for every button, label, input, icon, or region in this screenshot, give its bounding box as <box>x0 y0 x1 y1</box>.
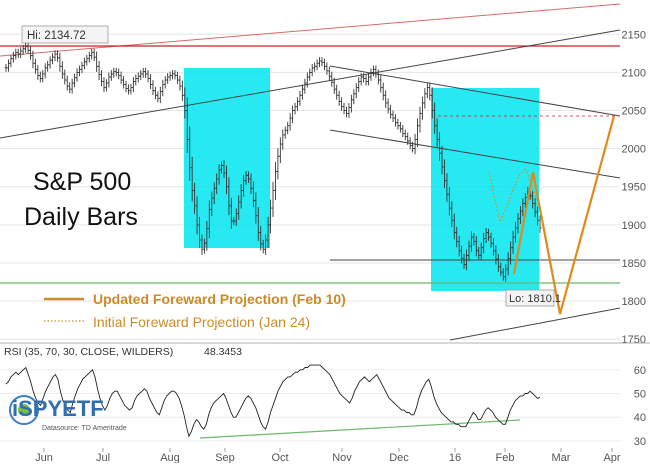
rsi-support-line <box>199 419 521 439</box>
x-tick-label: Jul <box>96 452 110 463</box>
price-bars <box>4 42 542 282</box>
legend-initial-label: Initial Foreward Projection (Jan 24) <box>93 314 310 330</box>
legend-updated-label: Updated Foreward Projection (Feb 10) <box>93 291 346 307</box>
hi-label: Hi: 2134.72 <box>27 30 86 42</box>
price-gridlines <box>0 33 620 340</box>
price-tick-label: 2000 <box>622 144 646 156</box>
chart-title: S&P 500 <box>33 168 131 196</box>
price-tick-label: 1900 <box>622 220 646 232</box>
logo-tagline: Datasource: TD Ameritrade <box>42 425 127 432</box>
channel-upper-red <box>0 3 621 57</box>
x-tick-label: Dec <box>389 452 409 463</box>
price-tick-label: 2050 <box>622 106 646 118</box>
logo-text: iSPYETF <box>12 396 104 421</box>
price-tick-label: 1950 <box>622 182 646 194</box>
price-tick-label: 1800 <box>622 296 646 308</box>
initial-projection-path <box>488 166 538 224</box>
rsi-y-axis: 60 50 40 30 <box>634 365 646 448</box>
x-tick-label: Mar <box>552 452 571 463</box>
x-tick-label: 16 <box>449 452 461 463</box>
logo-ring-icon <box>9 395 39 425</box>
rsi-tick-label: 60 <box>634 365 646 377</box>
x-tick-label: Nov <box>332 452 352 463</box>
chart-subtitle: Daily Bars <box>24 203 138 231</box>
price-tick-label: 1850 <box>622 258 646 270</box>
price-tick-label: 1750 <box>622 334 646 346</box>
x-axis: Jun Jul Aug Sep Oct Nov Dec 16 Feb Mar Apr <box>35 448 621 464</box>
rsi-line <box>5 364 541 438</box>
x-tick-label: Oct <box>271 452 288 463</box>
rsi-value-label: 48.3453 <box>204 346 242 358</box>
rsi-gridlines <box>0 369 620 442</box>
rsi-tick-label: 40 <box>634 412 646 424</box>
falling-trendline-lower <box>329 129 621 179</box>
updated-projection-path <box>512 115 616 315</box>
hi-label-box <box>21 25 109 44</box>
lo-label-box <box>505 289 555 307</box>
x-tick-label: Aug <box>160 452 180 463</box>
price-y-axis: 1750 1800 1850 1900 1950 2000 2050 2100 2150 <box>622 29 646 346</box>
rsi-label: RSI (35, 70, 30, CLOSE, WILDERS) <box>4 346 173 358</box>
price-tick-label: 2100 <box>622 67 646 79</box>
x-tick-label: Feb <box>496 452 515 463</box>
x-tick-label: Apr <box>603 452 620 463</box>
rsi-tick-label: 50 <box>634 389 646 401</box>
x-tick-label: Jun <box>35 452 53 463</box>
rising-trendline <box>0 29 621 139</box>
lower-channel-line <box>449 307 621 341</box>
x-tick-label: Sep <box>215 452 235 463</box>
lo-label: Lo: 1810.1 <box>509 293 561 305</box>
logo-dot-icon <box>18 404 30 416</box>
rsi-tick-label: 30 <box>634 436 646 448</box>
price-tick-label: 2150 <box>622 29 646 41</box>
ispyetf-logo: iSPYETF Datasource: TD Ameritrade <box>9 395 127 432</box>
